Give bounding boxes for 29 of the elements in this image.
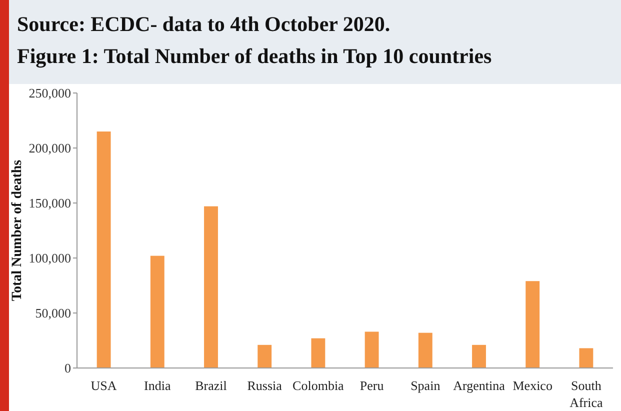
bar <box>150 256 164 368</box>
bar <box>204 206 218 368</box>
bar <box>579 348 594 368</box>
y-tick-label: 200,000 <box>28 140 71 156</box>
y-tick-label: 100,000 <box>28 250 71 266</box>
x-tick-label: Russia <box>247 378 282 393</box>
y-tick-label: 250,000 <box>28 86 71 101</box>
chart-title: Figure 1: Total Number of deaths in Top 10 countries <box>17 44 492 68</box>
bar <box>258 344 272 368</box>
x-tick-label: South Africa <box>570 378 604 410</box>
x-tick-label: India <box>144 378 171 393</box>
y-tick-label: 0 <box>64 360 71 376</box>
source-note: Source: ECDC- data to 4th October 2020. <box>17 12 390 36</box>
x-tick-label: Colombia <box>292 378 344 393</box>
x-tick-label: Brazil <box>195 378 228 393</box>
x-tick-label: USA <box>90 378 118 393</box>
x-tick-label: Mexico <box>512 378 552 393</box>
x-tick-label: Spain <box>410 378 441 393</box>
bar <box>472 344 486 368</box>
y-axis-title: Total Number of deaths <box>10 159 25 302</box>
y-tick-label: 50,000 <box>35 306 71 321</box>
bar <box>526 281 540 368</box>
bar <box>418 332 432 368</box>
bar <box>96 132 111 368</box>
x-tick-label: Argentina <box>453 378 506 393</box>
bar <box>311 338 326 368</box>
x-tick-label: Peru <box>360 378 384 393</box>
bar <box>364 332 379 368</box>
y-tick-label: 150,000 <box>28 196 71 211</box>
